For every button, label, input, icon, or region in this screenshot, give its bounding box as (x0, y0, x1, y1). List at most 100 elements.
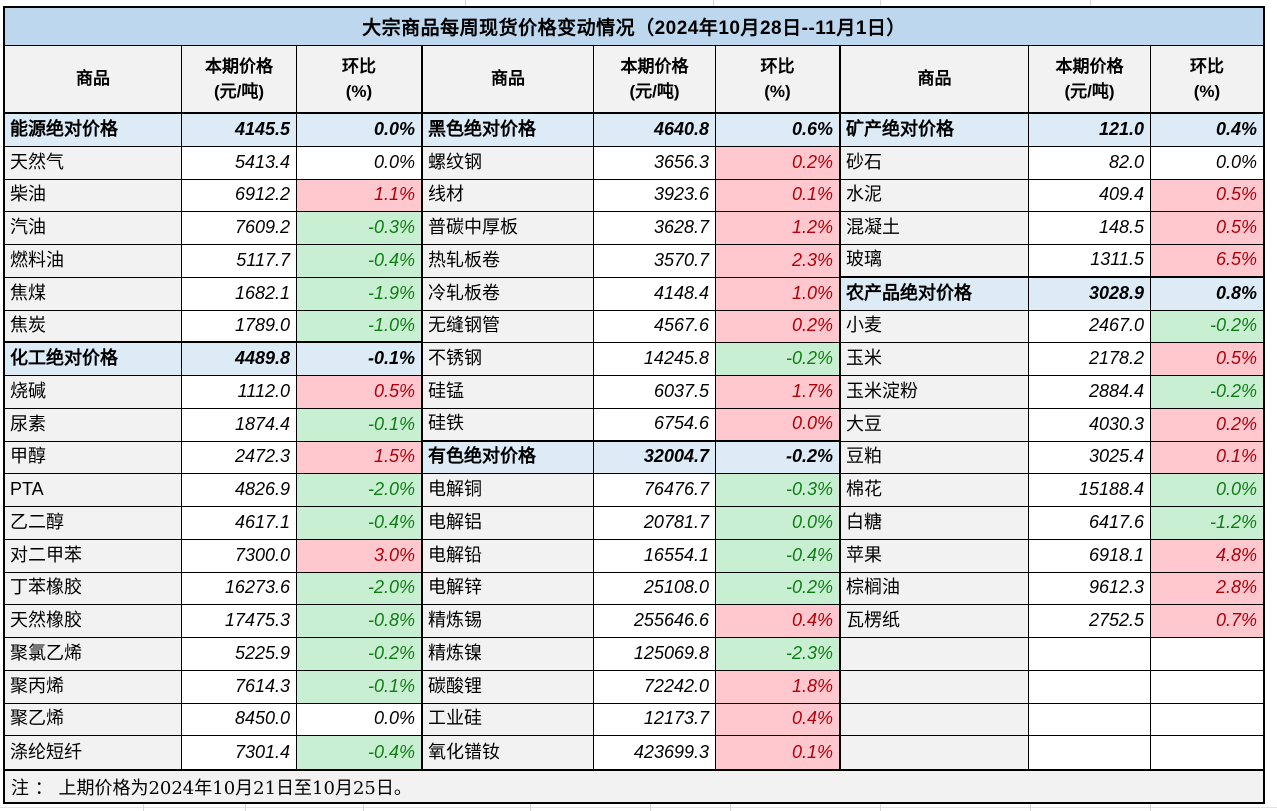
price-cell[interactable] (1029, 638, 1151, 671)
price-cell[interactable]: 6417.6 (1029, 507, 1151, 540)
commodity-cell[interactable]: 电解铅 (423, 539, 594, 573)
commodity-cell[interactable]: 丁苯橡胶 (5, 572, 182, 606)
pct-cell[interactable]: 0.7% (1151, 605, 1263, 638)
section-name-cell[interactable]: 黑色绝对价格 (423, 114, 594, 147)
price-cell[interactable]: 1874.4 (182, 408, 297, 442)
price-cell[interactable]: 1682.1 (182, 277, 297, 311)
commodity-cell[interactable]: 棉花 (841, 474, 1029, 507)
commodity-cell[interactable]: 白糖 (841, 507, 1029, 540)
commodity-cell[interactable]: 汽油 (5, 212, 182, 245)
price-cell[interactable]: 3028.9 (1029, 277, 1151, 311)
pct-cell[interactable]: -0.3% (297, 212, 423, 245)
price-cell[interactable]: 12173.7 (594, 703, 716, 737)
price-cell[interactable]: 7609.2 (182, 212, 297, 245)
table-title[interactable]: 大宗商品每周现货价格变动情况（2024年10月28日--11月1日） (5, 8, 1263, 46)
pct-cell[interactable]: 0.0% (1151, 146, 1263, 180)
price-cell[interactable]: 125069.8 (594, 638, 716, 671)
price-cell[interactable]: 3923.6 (594, 179, 716, 213)
pct-cell[interactable]: 1.0% (716, 277, 841, 311)
commodity-cell[interactable]: 热轧板卷 (423, 245, 594, 278)
commodity-cell[interactable]: 小麦 (841, 310, 1029, 344)
price-cell[interactable]: 2752.5 (1029, 605, 1151, 638)
commodity-cell[interactable]: 电解铜 (423, 474, 594, 507)
section-name-cell[interactable]: 能源绝对价格 (5, 114, 182, 147)
price-cell[interactable]: 6037.5 (594, 376, 716, 409)
pct-cell[interactable]: 0.1% (716, 736, 841, 769)
pct-cell[interactable]: -0.2% (297, 638, 423, 671)
commodity-cell[interactable]: 玻璃 (841, 245, 1029, 278)
price-cell[interactable]: 2178.2 (1029, 343, 1151, 376)
section-name-cell[interactable]: 矿产绝对价格 (841, 114, 1029, 147)
price-cell[interactable]: 16273.6 (182, 572, 297, 606)
pct-cell[interactable]: 0.4% (716, 703, 841, 737)
price-cell[interactable]: 409.4 (1029, 179, 1151, 213)
price-cell[interactable]: 121.0 (1029, 114, 1151, 147)
price-cell[interactable]: 5225.9 (182, 638, 297, 671)
commodity-cell[interactable]: 焦炭 (5, 310, 182, 344)
price-cell[interactable]: 148.5 (1029, 212, 1151, 245)
price-cell[interactable]: 1112.0 (182, 376, 297, 409)
commodity-cell[interactable]: 硅锰 (423, 376, 594, 409)
commodity-cell[interactable]: 乙二醇 (5, 507, 182, 540)
pct-cell[interactable]: -0.3% (716, 474, 841, 507)
pct-cell[interactable]: -1.2% (1151, 507, 1263, 540)
pct-cell[interactable]: 0.5% (1151, 212, 1263, 245)
price-cell[interactable]: 423699.3 (594, 736, 716, 769)
price-cell[interactable]: 14245.8 (594, 343, 716, 376)
pct-cell[interactable]: -0.2% (716, 441, 841, 475)
pct-cell[interactable]: 0.4% (1151, 114, 1263, 147)
price-cell[interactable]: 9612.3 (1029, 572, 1151, 606)
pct-cell[interactable]: 1.5% (297, 441, 423, 475)
price-cell[interactable]: 1789.0 (182, 310, 297, 344)
price-cell[interactable]: 25108.0 (594, 572, 716, 606)
pct-cell[interactable]: -0.1% (297, 670, 423, 704)
header-commodity[interactable]: 商品 (841, 46, 1029, 114)
pct-cell[interactable]: 0.0% (1151, 474, 1263, 507)
pct-cell[interactable]: -2.0% (297, 474, 423, 507)
price-cell[interactable]: 255646.6 (594, 605, 716, 638)
table-note[interactable]: 注 ： 上期价格为2024年10月21日至10月25日。 (5, 769, 1263, 802)
pct-cell[interactable]: -1.9% (297, 277, 423, 311)
commodity-cell[interactable]: PTA (5, 474, 182, 507)
commodity-cell[interactable] (841, 703, 1029, 737)
commodity-cell[interactable]: 工业硅 (423, 703, 594, 737)
commodity-cell[interactable]: 冷轧板卷 (423, 277, 594, 311)
commodity-cell[interactable]: 对二甲苯 (5, 539, 182, 573)
price-cell[interactable]: 4489.8 (182, 343, 297, 376)
commodity-cell[interactable]: 天然气 (5, 146, 182, 180)
commodity-cell[interactable] (841, 638, 1029, 671)
header-current-price[interactable]: 本期价格 (元/吨) (182, 46, 297, 114)
price-cell[interactable]: 3656.3 (594, 146, 716, 180)
pct-cell[interactable]: 0.0% (716, 507, 841, 540)
commodity-cell[interactable]: 精炼锡 (423, 605, 594, 638)
section-name-cell[interactable]: 有色绝对价格 (423, 441, 594, 475)
price-cell[interactable]: 76476.7 (594, 474, 716, 507)
price-cell[interactable]: 6918.1 (1029, 539, 1151, 573)
pct-cell[interactable]: -2.0% (297, 572, 423, 606)
pct-cell[interactable]: 0.5% (1151, 343, 1263, 376)
price-cell[interactable]: 32004.7 (594, 441, 716, 475)
commodity-cell[interactable]: 电解锌 (423, 572, 594, 606)
header-current-price[interactable]: 本期价格 (元/吨) (1029, 46, 1151, 114)
commodity-cell[interactable]: 氧化镨钕 (423, 736, 594, 769)
commodity-cell[interactable]: 烧碱 (5, 376, 182, 409)
price-cell[interactable]: 15188.4 (1029, 474, 1151, 507)
price-cell[interactable]: 6754.6 (594, 408, 716, 442)
pct-cell[interactable]: 0.1% (1151, 441, 1263, 475)
pct-cell[interactable] (1151, 736, 1263, 769)
pct-cell[interactable]: 0.2% (716, 146, 841, 180)
price-cell[interactable]: 7300.0 (182, 539, 297, 573)
commodity-cell[interactable]: 尿素 (5, 408, 182, 442)
pct-cell[interactable]: 1.7% (716, 376, 841, 409)
pct-cell[interactable]: 0.5% (1151, 179, 1263, 213)
commodity-cell[interactable]: 不锈钢 (423, 343, 594, 376)
price-cell[interactable]: 7614.3 (182, 670, 297, 704)
pct-cell[interactable]: -0.4% (297, 507, 423, 540)
pct-cell[interactable]: 0.8% (1151, 277, 1263, 311)
pct-cell[interactable]: 0.0% (297, 146, 423, 180)
commodity-cell[interactable]: 砂石 (841, 146, 1029, 180)
pct-cell[interactable]: 6.5% (1151, 245, 1263, 278)
price-cell[interactable]: 4567.6 (594, 310, 716, 344)
price-cell[interactable]: 72242.0 (594, 670, 716, 704)
pct-cell[interactable]: 1.8% (716, 670, 841, 704)
